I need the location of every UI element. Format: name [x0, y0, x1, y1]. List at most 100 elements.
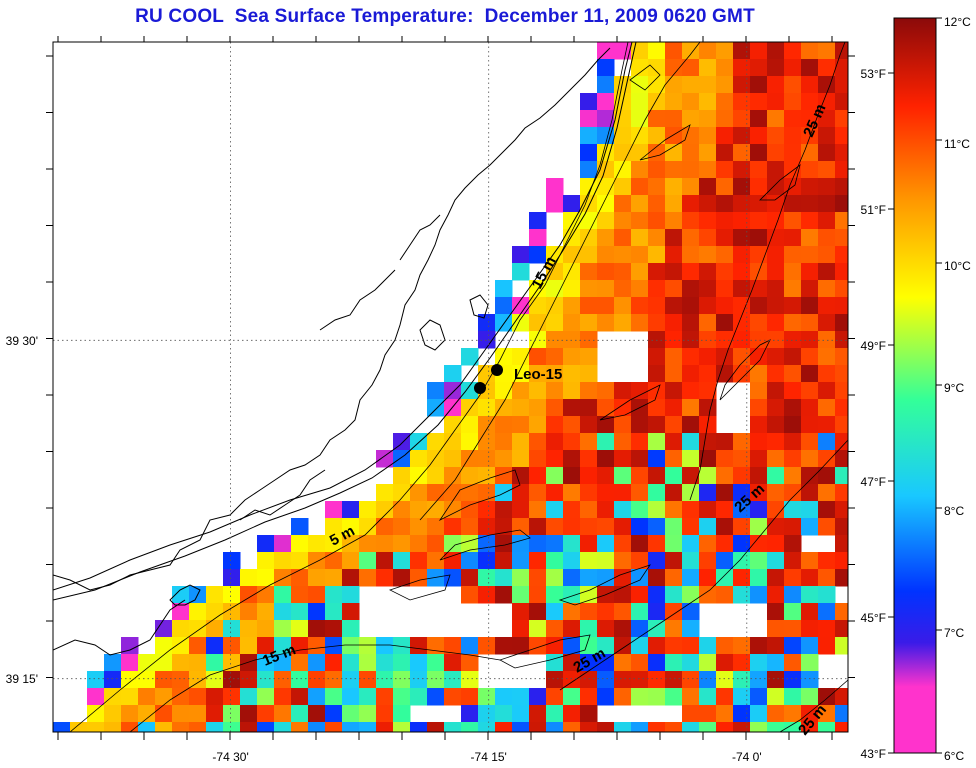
sst-cell — [580, 484, 598, 502]
sst-cell — [835, 552, 848, 570]
colorbar-label-11c: 11°C — [944, 137, 970, 151]
sst-cell — [801, 110, 819, 128]
sst-cell — [529, 467, 547, 485]
sst-cell — [478, 552, 496, 570]
sst-cell — [699, 450, 717, 468]
sst-cell — [750, 535, 768, 553]
sst-cell — [291, 722, 309, 732]
sst-cell — [716, 467, 734, 485]
sst-cell — [733, 229, 751, 247]
sst-cell — [631, 382, 649, 400]
sst-cell — [699, 212, 717, 230]
sst-cell — [563, 705, 581, 723]
sst-cell — [835, 76, 848, 94]
sst-cell — [665, 110, 683, 128]
sst-cell — [427, 654, 445, 672]
mainland-marsh-edge — [53, 47, 611, 591]
sst-cell — [835, 433, 848, 451]
sst-cell — [359, 535, 377, 553]
sst-cell — [257, 637, 275, 655]
sst-cell — [410, 671, 428, 689]
sst-cell — [801, 671, 819, 689]
sst-cell — [597, 484, 615, 502]
sst-cell — [529, 552, 547, 570]
sst-cell — [716, 552, 734, 570]
sst-cell — [580, 603, 598, 621]
sst-cell — [206, 586, 224, 604]
sst-cell — [240, 722, 258, 732]
sst-cell — [342, 722, 360, 732]
sst-cell — [716, 93, 734, 111]
sst-cell — [699, 110, 717, 128]
sst-cell — [274, 705, 292, 723]
sst-cell — [750, 382, 768, 400]
sst-cell — [784, 722, 802, 732]
sst-cell — [665, 93, 683, 111]
sst-cell — [512, 297, 530, 315]
sst-cell — [359, 722, 377, 732]
sst-cell — [444, 484, 462, 502]
sst-cell — [427, 688, 445, 706]
sst-cell — [750, 722, 768, 732]
sst-cell — [512, 348, 530, 366]
sst-cell — [512, 450, 530, 468]
sst-cell — [512, 535, 530, 553]
sst-cell — [410, 450, 428, 468]
sst-cell — [614, 501, 632, 519]
sst-cell — [767, 433, 785, 451]
sst-cell — [784, 671, 802, 689]
sst-cell — [835, 127, 848, 145]
sst-cell — [801, 161, 819, 179]
sst-cell — [682, 535, 700, 553]
sst-cell — [597, 637, 615, 655]
sst-cell — [699, 569, 717, 587]
sst-cell — [172, 637, 190, 655]
sst-cell — [597, 42, 615, 60]
sst-cell — [529, 314, 547, 332]
sst-cell — [461, 484, 479, 502]
sst-cell — [614, 144, 632, 162]
sst-cell — [648, 127, 666, 145]
sst-cell — [546, 705, 564, 723]
sst-cell — [818, 722, 836, 732]
sst-cell — [359, 688, 377, 706]
colorbar-label-10c: 10°C — [944, 259, 971, 273]
sst-cell — [631, 280, 649, 298]
sst-cell — [614, 569, 632, 587]
sst-cell — [512, 586, 530, 604]
sst-cell — [325, 569, 343, 587]
sst-cell — [308, 688, 326, 706]
sst-cell — [699, 705, 717, 723]
sst-cell — [597, 620, 615, 638]
sst-cell — [648, 161, 666, 179]
sst-cell — [189, 637, 207, 655]
sst-cell — [835, 603, 848, 621]
sst-cell — [444, 654, 462, 672]
contour-labels: 5 m 15 m 15 m 25 m 25 m 25 m 25 m — [260, 101, 830, 738]
sst-cell — [597, 569, 615, 587]
sst-cell — [495, 535, 513, 553]
sst-cell — [665, 212, 683, 230]
contour-5m — [69, 42, 629, 732]
sst-cell — [223, 620, 241, 638]
sst-cell — [155, 688, 173, 706]
sst-cell — [818, 501, 836, 519]
sst-cell — [767, 654, 785, 672]
sst-cell — [631, 93, 649, 111]
sst-cell — [767, 76, 785, 94]
sst-cell — [801, 603, 819, 621]
sst-cell — [138, 688, 156, 706]
sst-cell — [818, 297, 836, 315]
sst-cell — [512, 263, 530, 281]
sst-cell — [835, 93, 848, 111]
sst-cell — [597, 552, 615, 570]
map-panel: 5 m 15 m 15 m 25 m 25 m 25 m 25 m Leo-15… — [6, 36, 855, 764]
sst-cell — [614, 433, 632, 451]
sst-cell — [342, 637, 360, 655]
sst-cell — [240, 705, 258, 723]
sst-cell — [563, 399, 581, 417]
sst-cell — [580, 246, 598, 264]
sst-cell — [716, 450, 734, 468]
sst-cell — [495, 297, 513, 315]
sst-cell — [444, 467, 462, 485]
